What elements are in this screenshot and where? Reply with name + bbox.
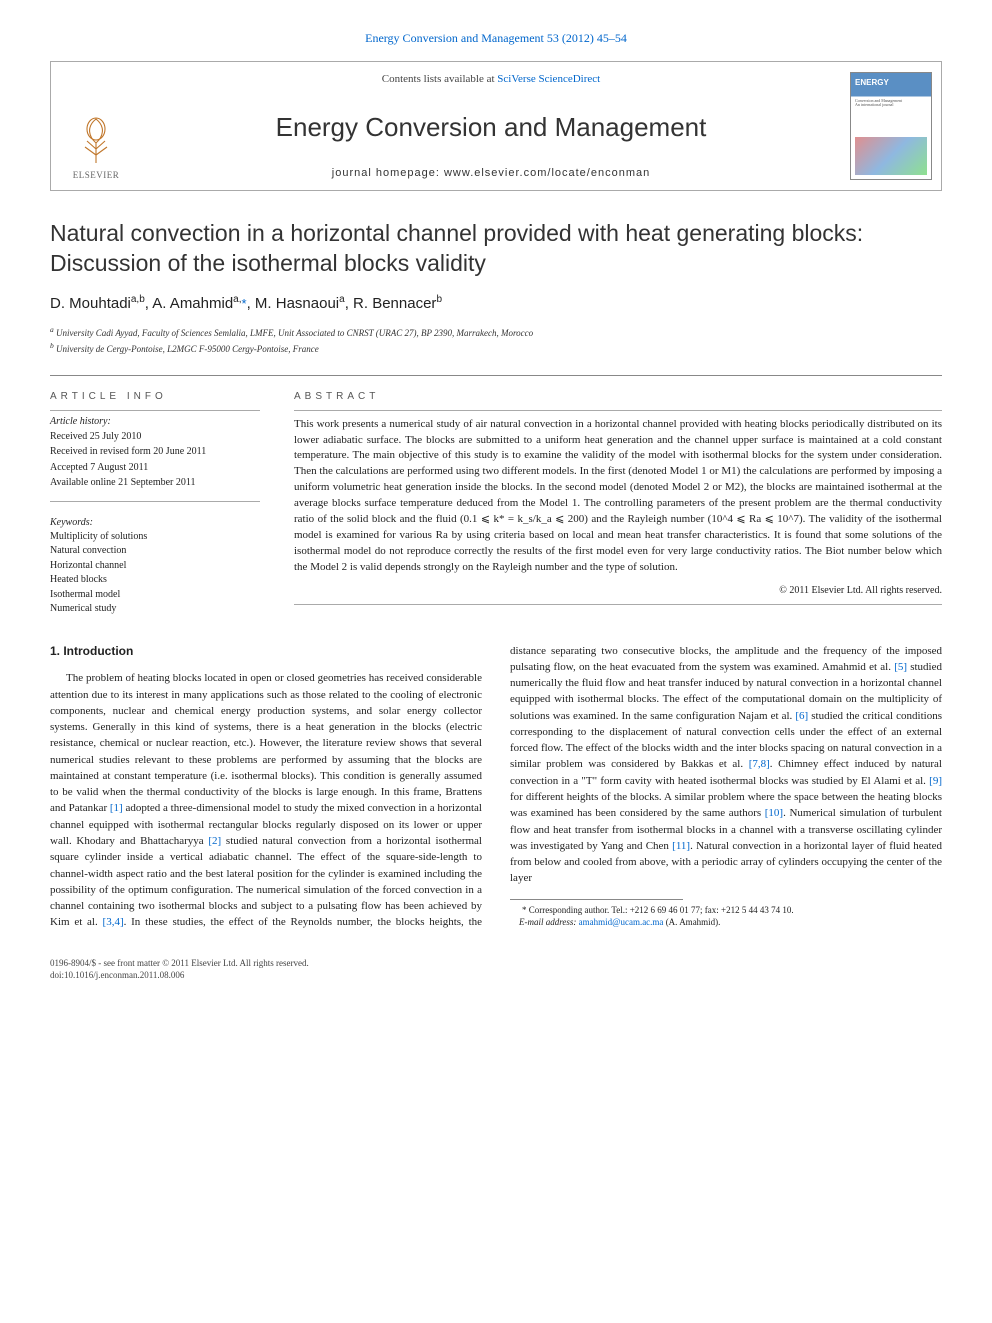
kw-4: Heated blocks bbox=[50, 573, 260, 588]
contents-prefix: Contents lists available at bbox=[382, 73, 497, 85]
abstract-rule bbox=[294, 410, 942, 411]
cover-title: ENERGY bbox=[855, 77, 889, 88]
affiliations: a University Cadi Ayyad, Faculty of Scie… bbox=[50, 324, 942, 357]
footnote-rule bbox=[510, 899, 683, 900]
kw-2: Natural convection bbox=[50, 544, 260, 559]
divider bbox=[50, 375, 942, 376]
abstract-col: abstract This work presents a numerical … bbox=[294, 382, 942, 617]
affiliation-a: a University Cadi Ayyad, Faculty of Scie… bbox=[50, 324, 942, 341]
corresponding-footnote: * Corresponding author. Tel.: +212 6 69 … bbox=[510, 904, 942, 917]
journal-homepage: journal homepage: www.elsevier.com/locat… bbox=[153, 166, 829, 181]
keywords-label: Keywords: bbox=[50, 516, 260, 530]
author-4-aff: b bbox=[436, 294, 442, 305]
aff-letter-b: b bbox=[50, 341, 54, 350]
intro-para: The problem of heating blocks located in… bbox=[50, 643, 942, 931]
footer-copyright: 0196-8904/$ - see front matter © 2011 El… bbox=[50, 957, 309, 970]
affiliation-b: b University de Cergy-Pontoise, L2MGC F-… bbox=[50, 340, 942, 357]
cover-sub: Conversion and ManagementAn internationa… bbox=[855, 99, 927, 108]
elsevier-tree-icon bbox=[71, 115, 121, 165]
ref-1[interactable]: [1] bbox=[110, 802, 123, 814]
kw-5: Isothermal model bbox=[50, 588, 260, 603]
history-online: Available online 21 September 2011 bbox=[50, 476, 260, 491]
article-info-heading: article info bbox=[50, 382, 260, 410]
author-4: R. Bennacer bbox=[353, 295, 436, 312]
author-3: M. Hasnaoui bbox=[255, 295, 339, 312]
sciencedirect-link[interactable]: SciVerse ScienceDirect bbox=[497, 73, 600, 85]
author-3-aff: a bbox=[339, 294, 345, 305]
info-rule bbox=[50, 410, 260, 411]
history-revised: Received in revised form 20 June 2011 bbox=[50, 445, 260, 460]
ref-6[interactable]: [6] bbox=[795, 710, 808, 722]
ref-11[interactable]: [11] bbox=[672, 840, 690, 852]
history-accepted: Accepted 7 August 2011 bbox=[50, 461, 260, 476]
ref-9[interactable]: [9] bbox=[929, 775, 942, 787]
corresponding-email: E-mail address: amahmid@ucam.ac.ma (A. A… bbox=[510, 916, 942, 929]
homepage-prefix: journal homepage: bbox=[332, 167, 444, 179]
author-2: A. Amahmid bbox=[152, 295, 233, 312]
aff-text-b: University de Cergy-Pontoise, L2MGC F-95… bbox=[56, 344, 319, 354]
authors-line: D. Mouhtadia,b, A. Amahmida,*, M. Hasnao… bbox=[50, 293, 942, 314]
corresponding-author-mark[interactable]: * bbox=[242, 296, 247, 311]
author-1-aff: a,b bbox=[131, 294, 145, 305]
abstract-copyright: © 2011 Elsevier Ltd. All rights reserved… bbox=[294, 584, 942, 598]
header-center: Contents lists available at SciVerse Sci… bbox=[141, 62, 841, 190]
journal-name: Energy Conversion and Management bbox=[153, 109, 829, 145]
email-who: (A. Amahmid). bbox=[663, 917, 720, 927]
ref-5[interactable]: [5] bbox=[894, 661, 907, 673]
abstract-rule-2 bbox=[294, 604, 942, 605]
kw-3: Horizontal channel bbox=[50, 559, 260, 574]
homepage-url[interactable]: www.elsevier.com/locate/enconman bbox=[444, 167, 650, 179]
author-2-aff: a, bbox=[233, 294, 241, 305]
corr-text: Corresponding author. Tel.: +212 6 69 46… bbox=[527, 905, 794, 915]
email-link[interactable]: amahmid@ucam.ac.ma bbox=[579, 917, 664, 927]
p1a: The problem of heating blocks located in… bbox=[50, 672, 482, 814]
contents-line: Contents lists available at SciVerse Sci… bbox=[153, 72, 829, 87]
aff-letter-a: a bbox=[50, 325, 54, 334]
footer-left: 0196-8904/$ - see front matter © 2011 El… bbox=[50, 957, 309, 982]
ref-3-4[interactable]: [3,4] bbox=[103, 916, 124, 928]
info-rule-2 bbox=[50, 501, 260, 502]
elsevier-logo: ELSEVIER bbox=[71, 115, 121, 182]
article-info-col: article info Article history: Received 2… bbox=[50, 382, 260, 617]
history-label: Article history: bbox=[50, 415, 260, 429]
publisher-name: ELSEVIER bbox=[71, 169, 121, 182]
cover-col: ENERGY Conversion and ManagementAn inter… bbox=[841, 62, 941, 190]
journal-header: ELSEVIER Contents lists available at Sci… bbox=[50, 61, 942, 191]
kw-6: Numerical study bbox=[50, 602, 260, 617]
history-received: Received 25 July 2010 bbox=[50, 430, 260, 445]
aff-text-a: University Cadi Ayyad, Faculty of Scienc… bbox=[56, 328, 533, 338]
cover-image-placeholder bbox=[855, 137, 927, 175]
abstract-heading: abstract bbox=[294, 382, 942, 410]
info-abstract-row: article info Article history: Received 2… bbox=[50, 382, 942, 617]
footer-doi: doi:10.1016/j.enconman.2011.08.006 bbox=[50, 969, 309, 982]
body-columns: 1. Introduction The problem of heating b… bbox=[50, 643, 942, 931]
top-citation-link[interactable]: Energy Conversion and Management 53 (201… bbox=[50, 30, 942, 47]
author-1: D. Mouhtadi bbox=[50, 295, 131, 312]
kw-1: Multiplicity of solutions bbox=[50, 530, 260, 545]
ref-7-8[interactable]: [7,8] bbox=[749, 758, 770, 770]
publisher-logo-col: ELSEVIER bbox=[51, 62, 141, 190]
page-footer: 0196-8904/$ - see front matter © 2011 El… bbox=[50, 957, 942, 982]
article-title: Natural convection in a horizontal chann… bbox=[50, 219, 942, 279]
email-label: E-mail address: bbox=[519, 917, 579, 927]
section-1-heading: 1. Introduction bbox=[50, 643, 482, 661]
ref-10[interactable]: [10] bbox=[765, 807, 783, 819]
ref-2[interactable]: [2] bbox=[208, 835, 221, 847]
abstract-text: This work presents a numerical study of … bbox=[294, 417, 942, 576]
journal-cover-thumb: ENERGY Conversion and ManagementAn inter… bbox=[850, 72, 932, 180]
